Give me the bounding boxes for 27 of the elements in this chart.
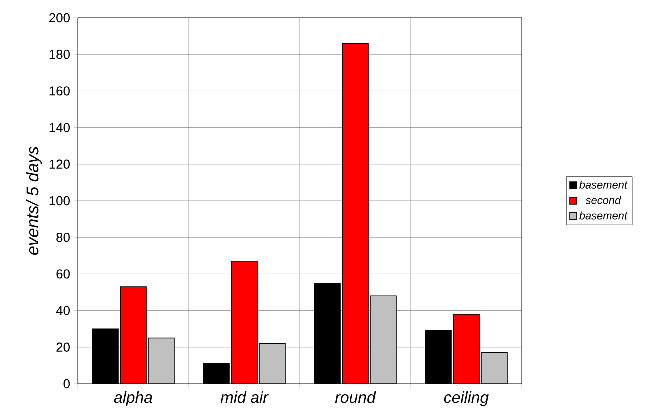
y-tick-label: 180 [50, 50, 70, 60]
legend-label: second [586, 196, 622, 204]
bar [148, 338, 174, 384]
y-tick-label: 40 [56, 306, 70, 316]
x-tick-label: ceiling [444, 392, 489, 406]
legend-label: basement [580, 212, 628, 220]
x-tick-label: alpha [114, 392, 152, 406]
x-tick-label: round [335, 392, 376, 404]
y-tick-label: 80 [56, 233, 70, 242]
y-tick-label: 60 [56, 270, 70, 279]
x-tick-label: mid air [220, 392, 269, 404]
bar [120, 287, 147, 384]
y-tick-label: 0 [64, 379, 70, 389]
y-tick-label: 120 [50, 160, 70, 169]
bar [232, 261, 258, 384]
bar [259, 344, 286, 384]
y-axis-title: events/ 5 days [26, 146, 42, 256]
y-tick-label: 100 [50, 196, 70, 206]
bar [342, 44, 369, 384]
y-tick-label: 20 [56, 342, 70, 352]
bar [370, 296, 396, 384]
y-tick-label: 200 [50, 13, 70, 23]
legend-label: basement [580, 180, 628, 189]
bar [453, 314, 480, 384]
bar [481, 352, 508, 384]
y-tick-label: 140 [50, 123, 70, 132]
y-tick-label: 160 [50, 86, 70, 96]
